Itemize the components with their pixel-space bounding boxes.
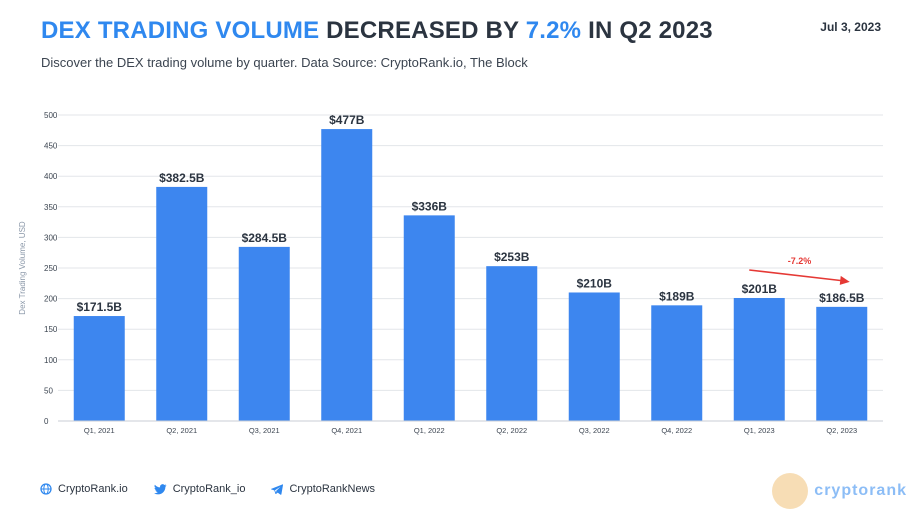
watermark-logo-icon [772,473,809,509]
report-date: Jul 3, 2023 [820,20,881,34]
globe-icon [40,483,52,495]
annotation-arrow-head [839,275,850,285]
footer-telegram-text: CryptoRankNews [289,483,376,495]
bar-chart: 0 50 100 150 200 250 300 350 400 450 500 Dex Tradin… [18,111,883,435]
x-tick-label: Q4, 2022 [661,426,692,435]
cryptorank-watermark: cryptorank [772,473,907,509]
bar-value-label: $210B [577,276,613,290]
x-tick-label: Q4, 2021 [331,426,362,435]
bar [321,129,373,422]
y-tick-label: 300 [44,233,58,242]
annotation-arrow-line [749,269,844,282]
bar-value-label: $336B [412,199,448,213]
footer-twitter-link[interactable]: CryptoRank_io [153,483,246,495]
y-tick-label: 500 [44,111,58,120]
y-tick-label: 400 [44,172,58,181]
footer-website-link[interactable]: CryptoRank.io [40,483,128,495]
y-tick-label: 100 [44,356,58,365]
x-tick-label: Q1, 2023 [744,426,775,435]
telegram-icon [271,483,284,495]
y-tick-label: 50 [44,386,53,395]
watermark-text: cryptorank [814,482,907,499]
bar [238,246,290,421]
bar-value-label: $201B [742,282,778,296]
y-tick-label: 250 [44,264,58,273]
y-tick-label: 150 [44,325,58,334]
page-title: DEX TRADING VOLUME DECREASED BY 7.2% IN … [41,17,713,45]
page-subtitle: Discover the DEX trading volume by quart… [41,55,528,70]
x-tick-label: Q3, 2021 [249,426,280,435]
bar [568,292,620,421]
footer-links: CryptoRank.io CryptoRank_io CryptoRankNe… [40,483,375,495]
bar [156,186,208,421]
bar [816,306,868,421]
bar-value-label: $477B [329,113,365,127]
bar [73,316,125,421]
title-highlight-1: DEX TRADING VOLUME [41,17,320,44]
title-part-2: DECREASED BY [319,17,526,44]
bar-value-label: $382.5B [159,171,205,185]
title-part-3: IN Q2 2023 [581,17,713,44]
bar [486,266,538,421]
title-highlight-2: 7.2% [525,17,582,44]
footer-website-text: CryptoRank.io [58,483,128,495]
footer-telegram-link[interactable]: CryptoRankNews [271,483,375,495]
bar [733,297,785,421]
x-tick-label: Q1, 2021 [84,426,115,435]
x-tick-label: Q2, 2021 [166,426,197,435]
bar-value-label: $171.5B [77,300,123,314]
y-tick-label: 350 [44,203,58,212]
y-tick-label: 200 [44,295,58,304]
x-tick-label: Q1, 2022 [414,426,445,435]
bar-value-label: $253B [494,250,530,264]
bar-value-label: $189B [659,289,695,303]
footer-twitter-text: CryptoRank_io [172,483,246,495]
y-tick-label: 450 [44,142,58,151]
bar-value-label: $284.5B [242,231,288,245]
x-tick-label: Q2, 2023 [826,426,857,435]
annotation-label: -7.2% [788,256,812,266]
y-tick-label: 0 [44,417,49,426]
bar [403,215,455,421]
twitter-icon [153,483,167,494]
bar [651,305,703,421]
y-axis-title: Dex Trading Volume, USD [18,221,27,315]
bar-value-label: $186.5B [819,291,865,305]
x-tick-label: Q2, 2022 [496,426,527,435]
x-tick-label: Q3, 2022 [579,426,610,435]
